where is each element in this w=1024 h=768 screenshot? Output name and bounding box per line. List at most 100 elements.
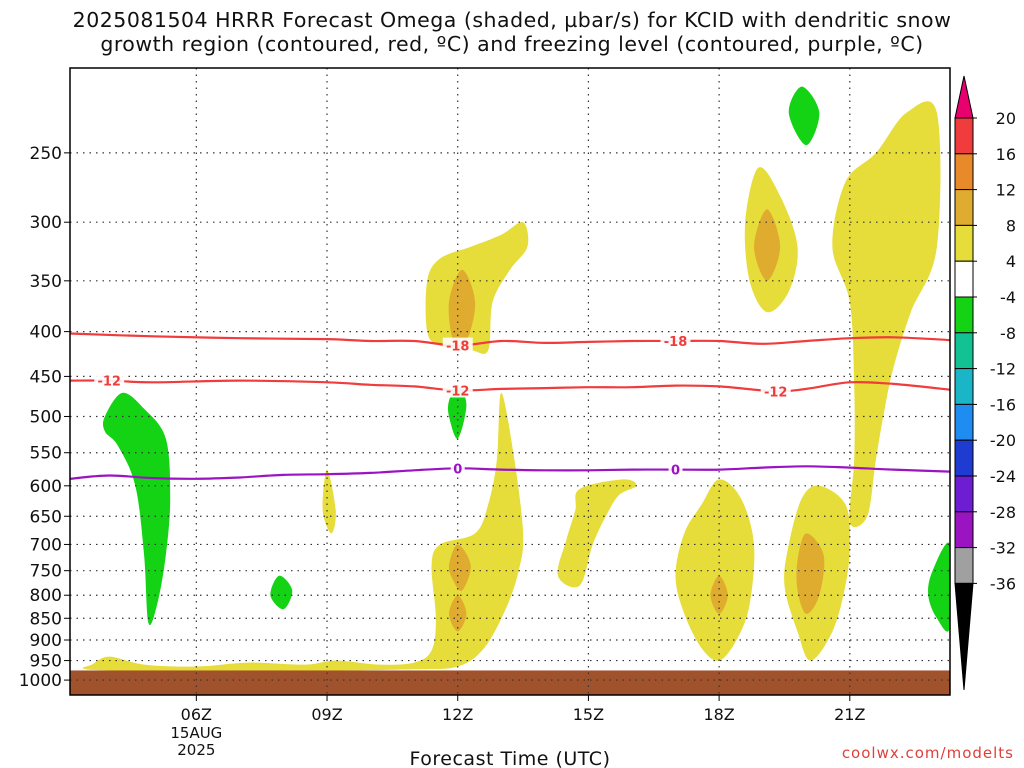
omega-region-3-class-4 <box>322 469 336 534</box>
colorbar-label-neg8: -8 <box>1000 324 1016 343</box>
contour-label-bg <box>94 372 125 388</box>
y-tick-label-700: 700 <box>30 535 62 555</box>
x-tick-label-15Z: 15Z <box>573 705 604 724</box>
omega-region-15-class-neg4 <box>102 392 171 626</box>
omega-region-10-class-8 <box>448 544 471 591</box>
omega-region-8-class-4 <box>832 101 941 528</box>
x-tick-label-09Z: 09Z <box>311 705 342 724</box>
plot-area: -18 -18 -12 -12 -12 0 0 <box>69 67 951 696</box>
colorbar-swatch-11 <box>954 475 974 513</box>
contour-label-neg12-1: -12 <box>97 375 121 390</box>
colorbar-label-neg20: -20 <box>990 431 1016 450</box>
y-tick-label-750: 750 <box>30 562 62 582</box>
omega-region-9-class-8 <box>448 269 476 346</box>
omega-region-11-class-8 <box>449 595 467 632</box>
colorbar-bottom-arrow <box>954 582 974 691</box>
y-tick-label-950: 950 <box>30 652 62 672</box>
contour-label-bg <box>660 333 691 349</box>
x-tick-label-06Z: 06Z <box>181 705 212 724</box>
omega-region-18-class-neg4 <box>788 86 820 146</box>
y-tick-label-550: 550 <box>30 444 62 464</box>
colorbar-swatch-1 <box>954 117 974 155</box>
omega-shading-layer <box>82 86 950 671</box>
chart-title-line-2: growth region (contoured, red, ºC) and f… <box>100 32 924 56</box>
plot-frame <box>69 67 951 696</box>
contour-label-bg <box>442 382 473 398</box>
contour-label-0-2: 0 <box>671 464 680 479</box>
contour-label-bg <box>450 460 465 476</box>
colorbar-label-neg32: -32 <box>990 539 1016 558</box>
y-tick-label-350: 350 <box>30 272 62 292</box>
colorbar-label-20: 20 <box>996 109 1016 128</box>
contour-line-neg12 <box>70 379 950 393</box>
colorbar-swatch-2 <box>954 153 974 191</box>
omega-region-17-class-neg4 <box>447 384 467 439</box>
surface-band-layer <box>70 670 950 695</box>
contour-label-0-1: 0 <box>453 462 462 477</box>
y-tick-label-250: 250 <box>30 144 62 164</box>
omega-region-5-class-4 <box>675 479 755 661</box>
colorbar-top-arrow <box>954 75 974 119</box>
omega-region-14-class-8 <box>796 533 825 614</box>
x-tick-label-12Z: 12Z <box>442 705 473 724</box>
colorbar-label-4: 4 <box>1006 252 1016 271</box>
y-tick-label-450: 450 <box>30 367 62 387</box>
y-tick-label-1000: 1000 <box>19 671 62 691</box>
contour-line-neg18 <box>70 332 950 347</box>
omega-region-19-class-neg4 <box>928 542 950 632</box>
colorbar-label-neg12: -12 <box>990 360 1016 379</box>
contour-label-neg18-1: -18 <box>446 340 470 355</box>
y-tick-label-500: 500 <box>30 407 62 427</box>
y-tick-label-800: 800 <box>30 586 62 606</box>
omega-region-12-class-8 <box>754 209 781 281</box>
omega-region-4-class-4 <box>557 479 637 588</box>
chart-title-line-1: 2025081504 HRRR Forecast Omega (shaded, … <box>72 8 952 32</box>
y-tick-label-300: 300 <box>30 213 62 233</box>
contour-label-neg18-2: -18 <box>664 335 688 350</box>
y-axis: 2503003504004505005506006507007508008509… <box>19 144 70 691</box>
surface-band <box>70 670 950 695</box>
credit-text: coolwx.com/modelts <box>841 744 1014 762</box>
colorbar-swatch-12 <box>954 511 974 549</box>
colorbar-label-neg16: -16 <box>990 395 1016 414</box>
x-axis-label: Forecast Time (UTC) <box>410 748 611 768</box>
x-tick-label-18Z: 18Z <box>703 705 734 724</box>
omega-region-1-class-4 <box>82 392 524 671</box>
x-tick-sublabel-2025: 2025 <box>177 741 215 759</box>
colorbar-swatch-13 <box>954 547 974 584</box>
contour-label-bg <box>668 461 683 477</box>
colorbar-swatch-4 <box>954 224 974 262</box>
colorbar-swatch-9 <box>954 403 974 441</box>
colorbar-label-neg36: -36 <box>990 574 1016 593</box>
contour-layer: -18 -18 -12 -12 -12 0 0 <box>70 332 950 480</box>
colorbar-label-16: 16 <box>996 145 1016 164</box>
colorbar-label-neg28: -28 <box>990 503 1016 522</box>
contour-label-neg12-2: -12 <box>446 385 470 400</box>
colorbar-label-12: 12 <box>996 181 1016 200</box>
omega-region-16-class-neg4 <box>270 575 293 610</box>
colorbar-label-8: 8 <box>1006 216 1016 235</box>
y-tick-label-650: 650 <box>30 507 62 527</box>
chart-title: 2025081504 HRRR Forecast Omega (shaded, … <box>0 8 1024 56</box>
y-tick-label-850: 850 <box>30 609 62 629</box>
x-tick-sublabel-15AUG: 15AUG <box>170 724 222 742</box>
colorbar-swatch-7 <box>954 332 974 370</box>
colorbar: 20 16 12 8 4 -4 -8 -12 -16 -20 -24 -28 -32 -36 <box>954 75 1016 691</box>
y-tick-label-900: 900 <box>30 631 62 651</box>
colorbar-swatch-5 <box>954 260 974 298</box>
colorbar-swatch-10 <box>954 439 974 477</box>
y-tick-label-600: 600 <box>30 477 62 497</box>
y-tick-label-400: 400 <box>30 323 62 343</box>
contour-label-bg <box>442 337 473 353</box>
contour-label-bg <box>760 383 791 399</box>
contour-label-neg12-3: -12 <box>764 385 788 400</box>
colorbar-label-neg24: -24 <box>990 467 1016 486</box>
colorbar-swatch-3 <box>954 189 974 226</box>
colorbar-swatch-6 <box>954 296 974 334</box>
x-tick-label-21Z: 21Z <box>834 705 865 724</box>
colorbar-swatch-8 <box>954 368 974 405</box>
contour-line-0 <box>70 465 950 480</box>
colorbar-label-neg4: -4 <box>1000 288 1016 307</box>
